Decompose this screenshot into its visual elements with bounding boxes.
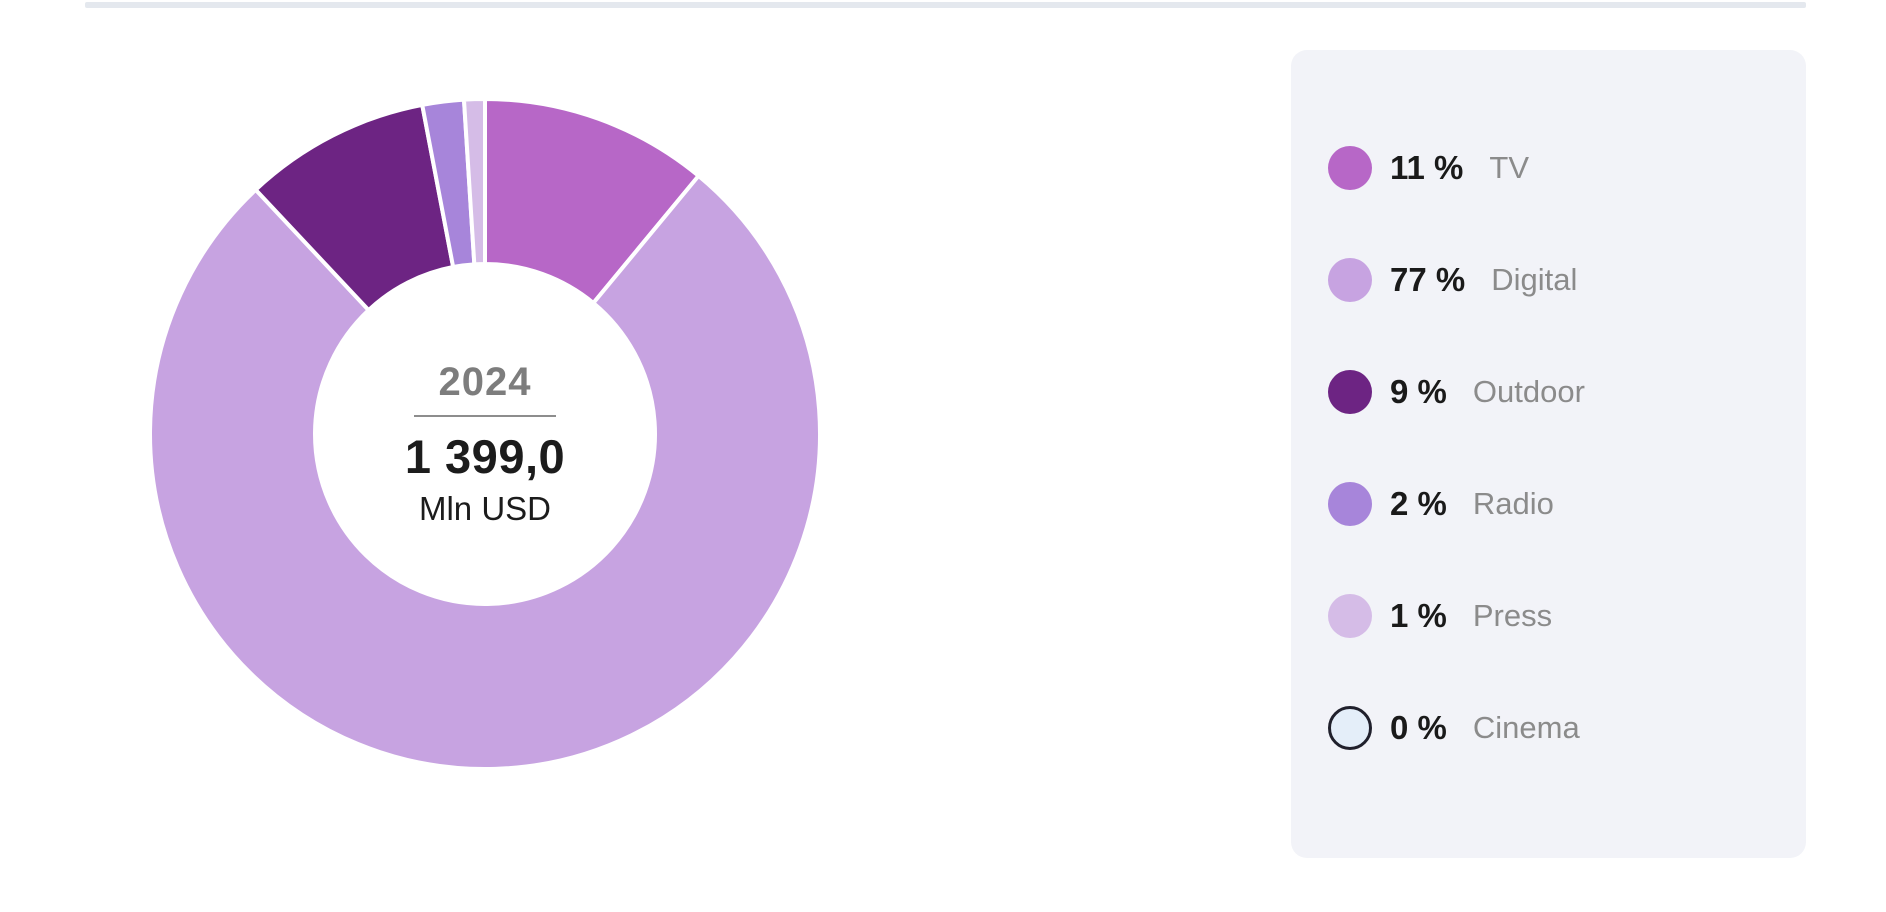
legend-label: Radio [1472,486,1554,521]
donut-svg[interactable] [148,97,822,771]
legend-percent: 11 % [1390,149,1464,186]
legend-item-digital[interactable]: 77 % Digital [1328,258,1806,302]
legend-percent: 77 % [1390,261,1466,298]
legend-label: Digital [1491,262,1578,297]
legend-label: Outdoor [1472,374,1585,409]
legend-percent: 2 % [1390,485,1447,522]
legend-item-tv[interactable]: 11 % TV [1328,146,1806,190]
legend-percent: 9 % [1390,373,1447,410]
donut-slice-tv[interactable] [483,97,701,306]
legend-item-press[interactable]: 1 % Press [1328,594,1806,638]
legend-percent: 1 % [1390,597,1447,634]
background-wash [300,782,1200,912]
legend-label: Cinema [1472,710,1580,745]
legend-swatch [1328,706,1372,750]
donut-slice-digital[interactable] [148,173,822,771]
donut-slice-press[interactable] [461,97,487,267]
legend-item-outdoor[interactable]: 9 % Outdoor [1328,370,1806,414]
legend-swatch [1328,482,1372,526]
donut-chart[interactable]: 2024 1 399,0 Mln USD [148,97,822,771]
legend-label: Press [1472,598,1553,633]
legend-item-radio[interactable]: 2 % Radio [1328,482,1806,526]
legend-swatch [1328,146,1372,190]
legend-swatch [1328,370,1372,414]
top-divider [85,2,1806,8]
legend-panel: 11 % TV 77 % Digital 9 % Outdoor 2 % Rad… [1291,50,1806,858]
legend-label: TV [1489,150,1530,185]
legend-percent: 0 % [1390,709,1447,746]
legend-swatch [1328,594,1372,638]
legend-item-cinema[interactable]: 0 % Cinema [1328,706,1806,750]
legend-swatch [1328,258,1372,302]
